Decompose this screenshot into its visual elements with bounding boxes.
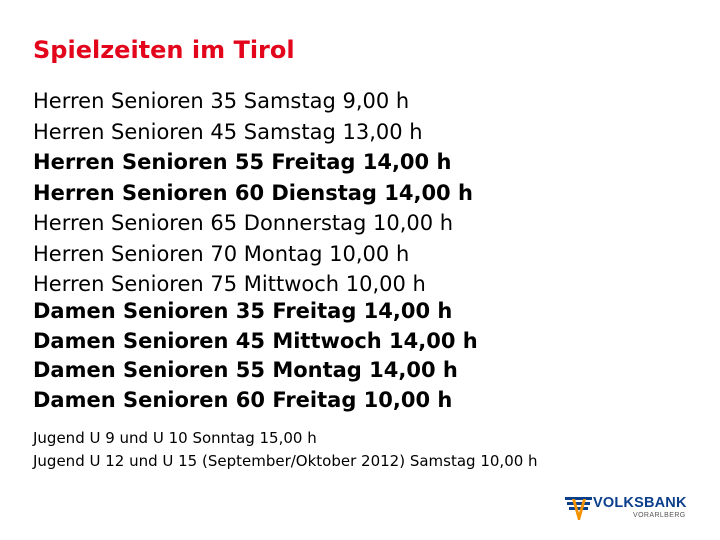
mark-bar (569, 507, 588, 510)
herren-line: Herren Senioren 75 Mittwoch 10,00 h (33, 272, 426, 296)
jugend-line: Jugend U 9 und U 10 Sonntag 15,00 h (33, 429, 317, 447)
herren-schedule: Herren Senioren 35 Samstag 9,00 h Herren… (33, 86, 473, 300)
herren-line: Herren Senioren 70 Montag 10,00 h (33, 241, 410, 266)
herren-line: Herren Senioren 45 Samstag 13,00 h (33, 119, 423, 144)
damen-line: Damen Senioren 35 Freitag 14,00 h (33, 299, 453, 323)
jugend-line: Jugend U 12 und U 15 (September/Oktober … (33, 452, 538, 470)
mark-bar (565, 497, 592, 500)
logo-region: VORARLBERG (633, 512, 686, 519)
jugend-schedule: Jugend U 9 und U 10 Sonntag 15,00 h Juge… (33, 427, 538, 473)
volksbank-mark-icon (565, 497, 592, 520)
herren-line: Herren Senioren 35 Samstag 9,00 h (33, 89, 410, 113)
mark-bar (567, 502, 590, 505)
page-title: Spielzeiten im Tirol (33, 36, 295, 64)
herren-line: Herren Senioren 60 Dienstag 14,00 h (33, 180, 473, 205)
volksbank-logo: VOLKSBANK VORARLBERG (563, 492, 703, 526)
damen-line: Damen Senioren 60 Freitag 10,00 h (33, 387, 453, 412)
herren-line: Herren Senioren 65 Donnerstag 10,00 h (33, 211, 454, 235)
herren-line: Herren Senioren 55 Freitag 14,00 h (33, 150, 452, 174)
damen-line: Damen Senioren 55 Montag 14,00 h (33, 358, 458, 382)
damen-line: Damen Senioren 45 Mittwoch 14,00 h (33, 328, 478, 353)
mark-v (572, 499, 586, 520)
logo-wordmark: VOLKSBANK (593, 495, 687, 511)
damen-schedule: Damen Senioren 35 Freitag 14,00 h Damen … (33, 297, 478, 415)
